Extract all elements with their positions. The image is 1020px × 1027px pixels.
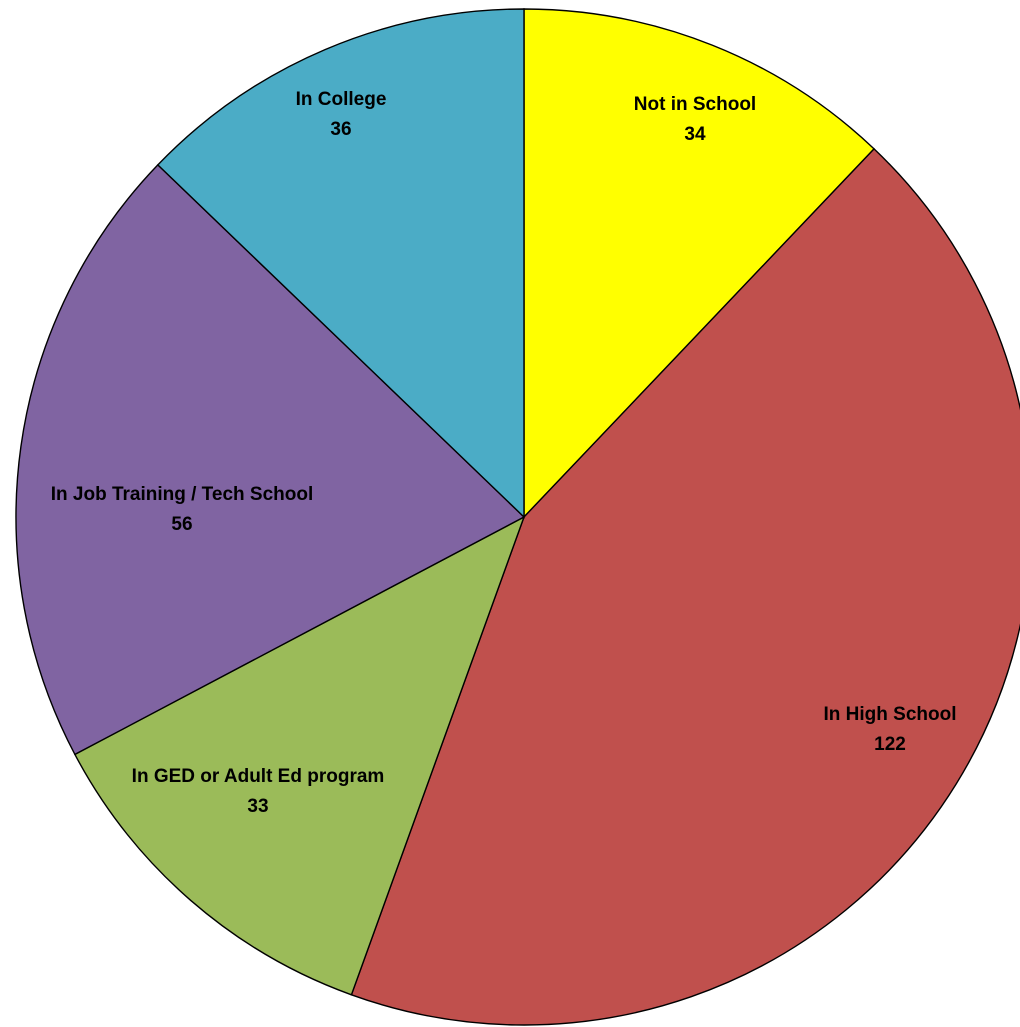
pie-slice-in-high-school [350,147,1020,1026]
pie-slices [15,8,1020,1026]
pie-data-labels: Not in School 34 In High School 122 In GED o… [51,89,957,817]
slice-label-name: Not in School [634,94,756,115]
slice-label-name: In High School [824,704,957,725]
slice-label-value: 34 [684,124,706,145]
slice-label-name: In Job Training / Tech School [51,484,314,505]
pie-slice-in-college [156,8,525,519]
slice-label-name: In GED or Adult Ed program [132,766,385,787]
slice-label-value: 33 [247,796,268,817]
pie-slice-in-ged-or-adult-ed-program [73,515,526,996]
slice-label-name: In College [296,89,387,110]
pie-slice-not-in-school [523,8,876,519]
slice-label-value: 122 [874,734,906,755]
slice-label-value: 56 [171,514,192,535]
pie-slice-in-job-training-tech-school [15,163,526,756]
slice-label-value: 36 [330,119,351,140]
